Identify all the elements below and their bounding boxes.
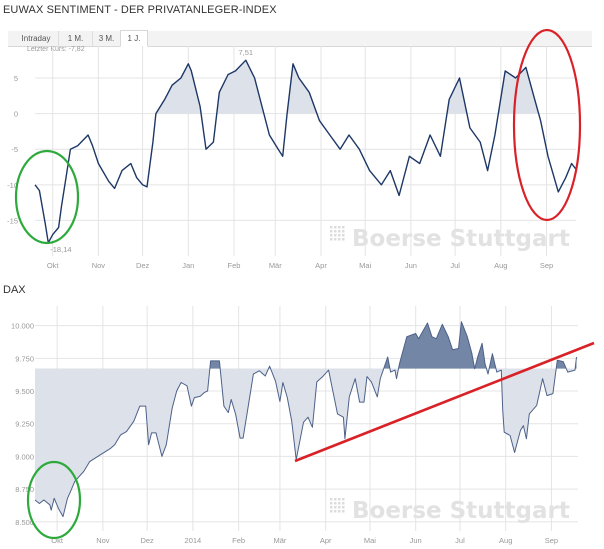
min-value-label: -18,14 bbox=[50, 245, 71, 254]
y-tick-label: 10.000 bbox=[11, 322, 34, 331]
series-line bbox=[34, 59, 577, 244]
x-tick-label: Jun bbox=[410, 536, 422, 545]
page-title: EUWAX SENTIMENT - DER PRIVATANLEGER-INDE… bbox=[3, 4, 277, 16]
x-tick-label: Jun bbox=[405, 261, 417, 270]
watermark-dot bbox=[342, 226, 345, 229]
watermark-dot bbox=[330, 230, 333, 233]
watermark-dot bbox=[334, 230, 337, 233]
watermark-dot bbox=[330, 238, 333, 241]
series-line bbox=[34, 321, 577, 518]
tab-1-month[interactable]: 1 M. bbox=[59, 31, 93, 46]
x-tick-label: Jan bbox=[182, 261, 194, 270]
x-tick-label: Okt bbox=[51, 536, 64, 545]
x-tick-label: Sep bbox=[540, 261, 553, 270]
watermark-dot bbox=[334, 234, 337, 237]
y-tick-label: 9.250 bbox=[15, 420, 34, 429]
x-tick-label: Jul bbox=[450, 261, 460, 270]
last-price: Letzter Kurs: -7,82 bbox=[27, 46, 85, 53]
y-tick-label: 9.000 bbox=[15, 452, 34, 461]
y-tick-label: 8.750 bbox=[15, 485, 34, 494]
watermark-text: Boerse Stuttgart bbox=[352, 498, 570, 524]
y-tick-label: 0 bbox=[14, 110, 18, 119]
area-fill-below-threshold bbox=[35, 368, 577, 517]
watermark-dot bbox=[338, 510, 341, 513]
area-fill-above-threshold bbox=[209, 321, 577, 369]
dax-title: DAX bbox=[3, 284, 26, 296]
y-tick-label: 9.500 bbox=[15, 387, 34, 396]
watermark-dot bbox=[330, 510, 333, 513]
tab-intraday[interactable]: Intraday bbox=[14, 31, 59, 46]
watermark-dot bbox=[338, 506, 341, 509]
watermark-dot bbox=[338, 234, 341, 237]
x-tick-label: Jul bbox=[455, 536, 465, 545]
y-tick-label: -10 bbox=[7, 181, 18, 190]
watermark-dot bbox=[342, 234, 345, 237]
red-ellipse-annotation bbox=[512, 28, 582, 222]
x-tick-label: Dez bbox=[140, 536, 154, 545]
x-tick-label: Okt bbox=[47, 261, 60, 270]
x-tick-label: Mär bbox=[269, 261, 282, 270]
x-tick-label: Apr bbox=[315, 261, 327, 270]
x-tick-label: 2014 bbox=[185, 536, 202, 545]
watermark-dot bbox=[334, 238, 337, 241]
x-tick-label: Nov bbox=[92, 261, 106, 270]
watermark-dot bbox=[338, 238, 341, 241]
watermark-dot bbox=[334, 502, 337, 505]
y-tick-label: 5 bbox=[14, 74, 18, 83]
area-fill-above-threshold bbox=[35, 60, 576, 114]
watermark-dot bbox=[334, 498, 337, 501]
boerse-stuttgart-watermark: Boerse Stuttgart bbox=[330, 226, 570, 252]
max-value-label: 7,51 bbox=[238, 48, 253, 57]
y-tick-label: -15 bbox=[7, 216, 18, 225]
x-tick-label: Apr bbox=[320, 536, 332, 545]
x-tick-label: Mär bbox=[273, 536, 286, 545]
watermark-dot bbox=[338, 230, 341, 233]
x-tick-label: Mai bbox=[359, 261, 371, 270]
green-ellipse-annotation bbox=[26, 460, 82, 540]
watermark-dot bbox=[342, 510, 345, 513]
watermark-dot bbox=[330, 226, 333, 229]
watermark-dot bbox=[334, 226, 337, 229]
x-tick-label: Sep bbox=[545, 536, 558, 545]
x-tick-label: Aug bbox=[499, 536, 512, 545]
watermark-dot bbox=[342, 502, 345, 505]
watermark-dot bbox=[342, 230, 345, 233]
watermark-dot bbox=[338, 498, 341, 501]
y-tick-label: 8.500 bbox=[15, 518, 34, 527]
watermark-dot bbox=[330, 502, 333, 505]
tab-3-months[interactable]: 3 M. bbox=[93, 31, 121, 46]
x-tick-label: Aug bbox=[494, 261, 507, 270]
x-tick-label: Mai bbox=[364, 536, 376, 545]
watermark-dot bbox=[330, 498, 333, 501]
boerse-stuttgart-watermark: Boerse Stuttgart bbox=[330, 498, 570, 524]
watermark-dot bbox=[338, 502, 341, 505]
watermark-dot bbox=[330, 234, 333, 237]
red-trendline-annotation bbox=[294, 341, 595, 463]
watermark-dot bbox=[338, 226, 341, 229]
watermark-dot bbox=[342, 238, 345, 241]
x-tick-label: Feb bbox=[228, 261, 241, 270]
watermark-text: Boerse Stuttgart bbox=[352, 226, 570, 252]
green-ellipse-annotation bbox=[14, 149, 80, 245]
y-tick-label: -5 bbox=[11, 145, 18, 154]
range-tabs: Intraday 1 M. 3 M. 1 J. bbox=[8, 30, 592, 47]
tab-1-year[interactable]: 1 J. bbox=[120, 30, 148, 47]
x-tick-label: Dez bbox=[136, 261, 150, 270]
y-tick-label: 9.750 bbox=[15, 354, 34, 363]
watermark-dot bbox=[330, 506, 333, 509]
watermark-dot bbox=[342, 498, 345, 501]
watermark-dot bbox=[342, 506, 345, 509]
x-tick-label: Feb bbox=[232, 536, 245, 545]
watermark-dot bbox=[334, 510, 337, 513]
watermark-dot bbox=[334, 506, 337, 509]
x-tick-label: Nov bbox=[96, 536, 110, 545]
